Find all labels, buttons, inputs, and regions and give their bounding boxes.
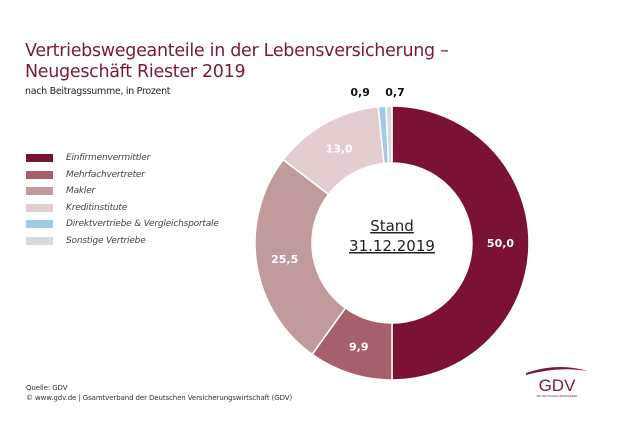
legend-label: Sonstige Vertriebe [66,235,146,246]
logo-swoosh-icon [526,366,588,375]
legend-swatch [26,154,53,163]
legend-swatch [26,203,53,212]
legend-item: Einfirmenvermittler [26,150,219,167]
source-line2: © www.gdv.de | Gsamtverband der Deutsche… [26,394,293,402]
data-label: 25,5 [271,253,298,266]
chart-title: Vertriebswegeanteile in der Lebensversic… [25,41,449,83]
data-label: 50,0 [487,237,514,250]
slices [254,105,530,381]
legend-swatch [26,187,53,196]
logo-tagline: DIE DEUTSCHEN VERSICHERER [537,394,578,398]
legend-swatch [26,220,53,229]
data-label: 13,0 [326,142,353,155]
donut-slice [254,158,347,356]
legend-item: Mehrfachvertreter [26,167,219,184]
data-label: 0,7 [385,86,405,99]
legend-item: Sonstige Vertriebe [26,233,219,250]
legend: Einfirmenvermittler Mehrfachvertreter Makl… [26,150,219,249]
legend-label: Einfirmenvermittler [66,153,151,164]
legend-item: Direktvertriebe & Vergleichsportale [26,216,219,233]
legend-swatch [26,236,53,245]
donut-slice [391,105,530,381]
chart-subtitle: nach Beitragssumme, in Prozent [25,86,171,97]
data-label: 0,9 [350,86,370,99]
legend-item: Makler [26,183,219,200]
legend-label: Makler [66,186,96,197]
legend-label: Mehrfachvertreter [66,169,145,180]
legend-swatch [26,170,53,179]
data-labels: 50,0 9,9 25,5 13,0 0,9 0,7 [271,86,514,353]
source-line1: Quelle: GDV [26,384,68,392]
chart-title-line2: Neugeschäft Riester 2019 [25,62,246,82]
donut-slice [385,105,393,164]
chart-title-line1: Vertriebswegeanteile in der Lebensversic… [25,41,449,61]
gdv-logo: GDV DIE DEUTSCHEN VERSICHERER [526,366,588,398]
legend-item: Kreditinstitute [26,200,219,217]
source-note: Quelle: GDV © www.gdv.de | Gsamtverband … [26,383,292,403]
data-label: 9,9 [349,340,369,353]
center-label-line1: Stand [370,217,414,235]
center-label-line2: 31.12.2019 [349,237,435,255]
legend-label: Direktvertriebe & Vergleichsportale [66,219,219,230]
legend-label: Kreditinstitute [66,202,128,213]
logo-text: GDV [539,376,577,395]
